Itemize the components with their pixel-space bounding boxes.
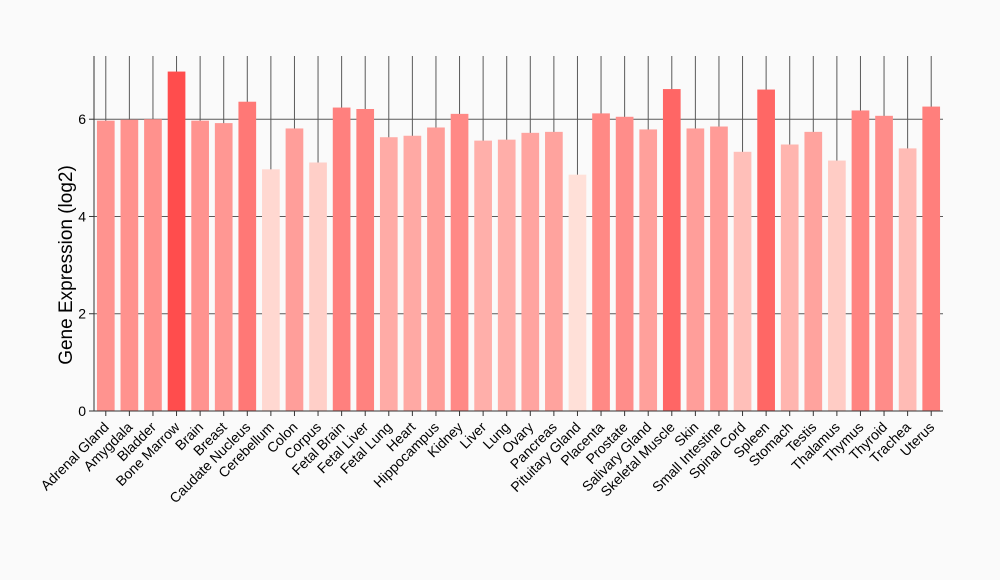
bar	[191, 120, 209, 411]
bar	[144, 119, 162, 411]
bars-layer	[96, 71, 941, 412]
y-tick-label: 6	[78, 111, 86, 127]
bar	[780, 144, 799, 412]
bar	[662, 89, 681, 412]
bar	[568, 174, 587, 411]
bar	[757, 89, 775, 411]
bar	[804, 131, 823, 411]
bar	[309, 162, 327, 411]
bar	[379, 137, 398, 411]
bar	[214, 123, 233, 411]
bar	[474, 140, 492, 411]
bar	[403, 135, 422, 411]
y-axis-title: Gene Expression (log2)	[56, 165, 77, 365]
bar	[710, 126, 728, 411]
y-tick-label: 2	[78, 306, 86, 322]
bar	[497, 139, 516, 411]
bar	[733, 151, 752, 411]
bar	[592, 113, 610, 412]
bar	[639, 129, 658, 411]
bar	[615, 116, 634, 412]
bar	[332, 107, 351, 411]
bar	[427, 127, 445, 411]
bar	[686, 128, 705, 411]
bar	[828, 160, 846, 411]
bar	[262, 169, 280, 411]
bar	[238, 101, 257, 411]
bar	[285, 128, 304, 411]
bar	[898, 148, 917, 411]
bar	[521, 132, 540, 411]
bar	[356, 109, 375, 412]
bar	[167, 71, 186, 411]
bar	[922, 106, 941, 411]
y-tick-label: 0	[78, 403, 86, 419]
bar	[450, 113, 469, 411]
bar	[545, 131, 563, 411]
y-tick-label: 4	[78, 208, 86, 224]
bar	[851, 110, 870, 411]
bar	[875, 115, 893, 412]
bar	[96, 120, 115, 411]
bar	[120, 119, 139, 412]
